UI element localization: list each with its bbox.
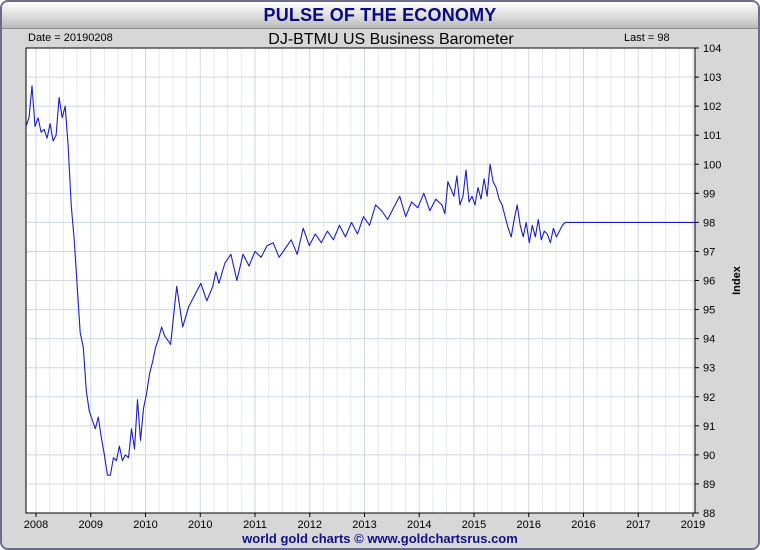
y-tick-label: 94 [703, 334, 715, 346]
y-tick-label: 98 [703, 217, 715, 229]
banner: PULSE OF THE ECONOMY [2, 2, 758, 29]
y-tick-label: 97 [703, 246, 715, 258]
x-tick-label: 2012 [298, 519, 322, 531]
y-tick-label: 93 [703, 363, 715, 375]
x-tick-label: 2014 [407, 519, 431, 531]
x-tick-label: 2010 [188, 519, 212, 531]
banner-title: PULSE OF THE ECONOMY [263, 5, 497, 25]
x-tick-label: 2013 [352, 519, 376, 531]
x-tick-label: 2019 [681, 519, 705, 531]
x-tick-label: 2011 [243, 519, 267, 531]
y-tick-label: 99 [703, 188, 715, 200]
x-tick-label: 2016 [571, 519, 595, 531]
x-tick-label: 2009 [79, 519, 103, 531]
y-tick-label: 90 [703, 450, 715, 462]
x-tick-label: 2008 [24, 519, 48, 531]
date-label: Date = 20190208 [28, 32, 113, 44]
y-tick-label: 91 [703, 421, 715, 433]
y-tick-label: 95 [703, 305, 715, 317]
x-tick-label: 2016 [517, 519, 541, 531]
plot-border [25, 47, 696, 514]
last-value-label: Last = 98 [624, 32, 670, 44]
x-tick-label: 2017 [626, 519, 650, 531]
y-tick-label: 104 [703, 43, 721, 55]
y-tick-label: 101 [703, 130, 721, 142]
y-tick-label: 103 [703, 72, 721, 84]
y-tick-label: 88 [703, 508, 715, 520]
y-tick-label: 89 [703, 479, 715, 491]
y-tick-label: 92 [703, 392, 715, 404]
y-axis-label: Index [731, 265, 743, 295]
x-tick-label: 2015 [462, 519, 486, 531]
y-tick-label: 102 [703, 101, 721, 113]
chart-title: DJ-BTMU US Business Barometer [268, 31, 514, 48]
y-tick-label: 96 [703, 276, 715, 288]
series-line [25, 85, 695, 476]
x-tick-label: 2010 [133, 519, 157, 531]
y-tick-label: 100 [703, 159, 721, 171]
footer-credit: world gold charts © www.goldchartsrus.co… [242, 531, 518, 546]
